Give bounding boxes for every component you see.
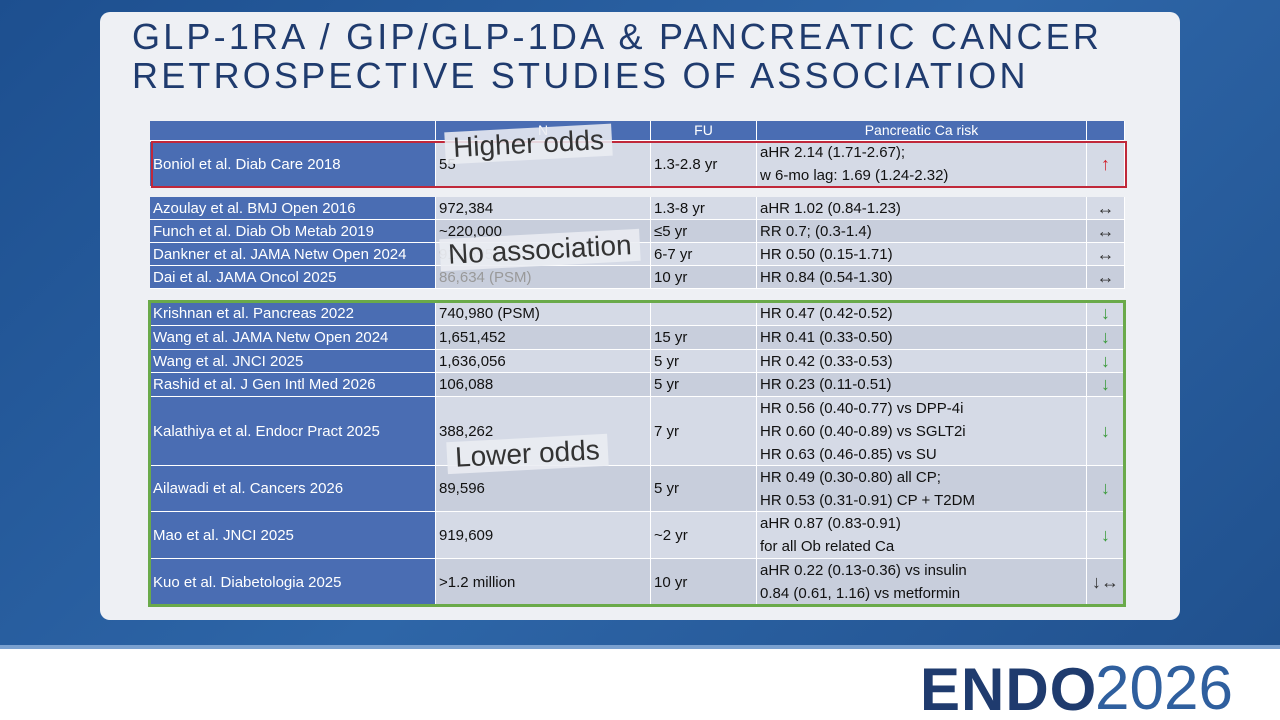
risk-line: w 6-mo lag: 1.69 (1.24-2.32): [760, 167, 949, 184]
fu-cell: 5 yr: [651, 373, 757, 397]
header-cell: [150, 121, 436, 141]
risk-line: HR 0.49 (0.30-0.80) all CP;: [760, 468, 941, 486]
n-cell: 1,651,452: [436, 326, 651, 350]
fu-cell: 5 yr: [651, 466, 757, 512]
n-cell: 89,596: [436, 466, 651, 512]
trend-cell: ↔: [1087, 220, 1125, 243]
risk-cell: HR 0.56 (0.40-0.77) vs DPP-4i HR 0.60 (0.…: [757, 397, 1087, 466]
risk-line: aHR 2.14 (1.71-2.67);: [760, 144, 906, 161]
footer: ENDO 2026: [0, 645, 1280, 720]
study-cell: Mao et al. JNCI 2025: [150, 512, 436, 559]
fu-cell: 5 yr: [651, 350, 757, 373]
fu-cell: 1.3-2.8 yr: [651, 142, 757, 187]
study-cell: Ailawadi et al. Cancers 2026: [150, 466, 436, 512]
risk-line: HR 0.47 (0.42-0.52): [760, 305, 893, 322]
risk-line: 0.84 (0.61, 1.16) vs metformin: [760, 585, 961, 602]
group-border: [151, 141, 1127, 188]
risk-line: HR 0.84 (0.54-1.30): [760, 268, 893, 286]
risk-line: for all Ob related Ca: [760, 538, 895, 555]
study-cell: Kuo et al. Diabetologia 2025: [150, 559, 436, 606]
n-cell: 1,636,056: [436, 350, 651, 373]
n-cell: >1.2 million: [436, 559, 651, 606]
risk-cell: HR 0.49 (0.30-0.80) all CP; HR 0.53 (0.31…: [757, 466, 1087, 512]
risk-line: HR 0.23 (0.11-0.51): [760, 376, 892, 393]
risk-cell: aHR 0.87 (0.83-0.91) for all Ob related C…: [757, 512, 1087, 559]
risk-cell: HR 0.42 (0.33-0.53): [757, 350, 1087, 373]
study-cell: Rashid et al. J Gen Intl Med 2026: [150, 373, 436, 397]
study-cell: Wang et al. JAMA Netw Open 2024: [150, 326, 436, 350]
risk-line: HR 0.53 (0.31-0.91) CP + T2DM: [760, 491, 975, 509]
fu-cell: 10 yr: [651, 266, 757, 289]
n-cell: 106,088: [436, 373, 651, 397]
risk-cell: HR 0.84 (0.54-1.30): [757, 266, 1087, 289]
trend-cell: ↓: [1087, 326, 1125, 350]
risk-line: aHR 1.02 (0.84-1.23): [760, 199, 901, 217]
risk-cell: aHR 1.02 (0.84-1.23): [757, 197, 1087, 220]
n-cell: 972,384: [436, 197, 651, 220]
trend-cell: ↔: [1087, 197, 1125, 220]
risk-line: HR 0.41 (0.33-0.50): [760, 329, 893, 346]
risk-line: HR 0.60 (0.40-0.89) vs SGLT2i: [760, 422, 966, 440]
risk-line: aHR 0.22 (0.13-0.36) vs insulin: [760, 562, 967, 579]
logo-year: 2026: [1095, 654, 1233, 720]
fu-cell: 7 yr: [651, 397, 757, 466]
logo-word: ENDO: [920, 656, 1098, 720]
risk-cell: aHR 2.14 (1.71-2.67); w 6-mo lag: 1.69 (1…: [757, 142, 1087, 187]
study-cell: Funch et al. Diab Ob Metab 2019: [150, 220, 436, 243]
fu-cell: 15 yr: [651, 326, 757, 350]
risk-cell: HR 0.50 (0.15-1.71): [757, 243, 1087, 266]
n-cell: 740,980 (PSM): [436, 302, 651, 326]
risk-line: HR 0.42 (0.33-0.53): [760, 352, 893, 370]
risk-cell: HR 0.41 (0.33-0.50): [757, 326, 1087, 350]
risk-line: HR 0.56 (0.40-0.77) vs DPP-4i: [760, 399, 964, 417]
header-cell: FU: [651, 121, 757, 141]
trend-cell: ↔: [1087, 266, 1125, 289]
trend-cell: ↑: [1087, 142, 1125, 187]
risk-line: HR 0.50 (0.15-1.71): [760, 245, 893, 263]
n-cell: 919,609: [436, 512, 651, 559]
trend-cell: ↓: [1087, 373, 1125, 397]
risk-cell: RR 0.7; (0.3-1.4): [757, 220, 1087, 243]
fu-cell: [651, 302, 757, 326]
trend-cell: ↓: [1087, 302, 1125, 326]
risk-cell: HR 0.47 (0.42-0.52): [757, 302, 1087, 326]
fu-cell: ~2 yr: [651, 512, 757, 559]
group-border: [148, 300, 1126, 607]
n-cell: 86,634 (PSM): [436, 266, 651, 289]
risk-line: RR 0.7; (0.3-1.4): [760, 222, 872, 240]
risk-cell: HR 0.23 (0.11-0.51): [757, 373, 1087, 397]
risk-cell: aHR 0.22 (0.13-0.36) vs insulin 0.84 (0.6…: [757, 559, 1087, 606]
risk-line: HR 0.63 (0.46-0.85) vs SU: [760, 445, 937, 463]
study-cell: Krishnan et al. Pancreas 2022: [150, 302, 436, 326]
risk-line: aHR 0.87 (0.83-0.91): [760, 515, 901, 532]
fu-cell: 10 yr: [651, 559, 757, 606]
trend-cell: ↔: [1087, 243, 1125, 266]
fu-cell: 6-7 yr: [651, 243, 757, 266]
title-line: GLP-1RA / GIP/GLP-1DA & PANCREATIC CANCE…: [132, 16, 1103, 57]
title-line: RETROSPECTIVE STUDIES OF ASSOCIATION: [132, 55, 1029, 96]
fu-cell: ≤5 yr: [651, 220, 757, 243]
study-cell: Kalathiya et al. Endocr Pract 2025: [150, 397, 436, 466]
study-cell: Dankner et al. JAMA Netw Open 2024: [150, 243, 436, 266]
fu-cell: 1.3-8 yr: [651, 197, 757, 220]
study-cell: Azoulay et al. BMJ Open 2016: [150, 197, 436, 220]
study-cell: Boniol et al. Diab Care 2018: [150, 142, 436, 187]
trend-cell: ↓: [1087, 512, 1125, 559]
header-cell: [1087, 121, 1125, 141]
header-cell: Pancreatic Ca risk: [757, 121, 1087, 141]
study-cell: Dai et al. JAMA Oncol 2025: [150, 266, 436, 289]
study-cell: Wang et al. JNCI 2025: [150, 350, 436, 373]
